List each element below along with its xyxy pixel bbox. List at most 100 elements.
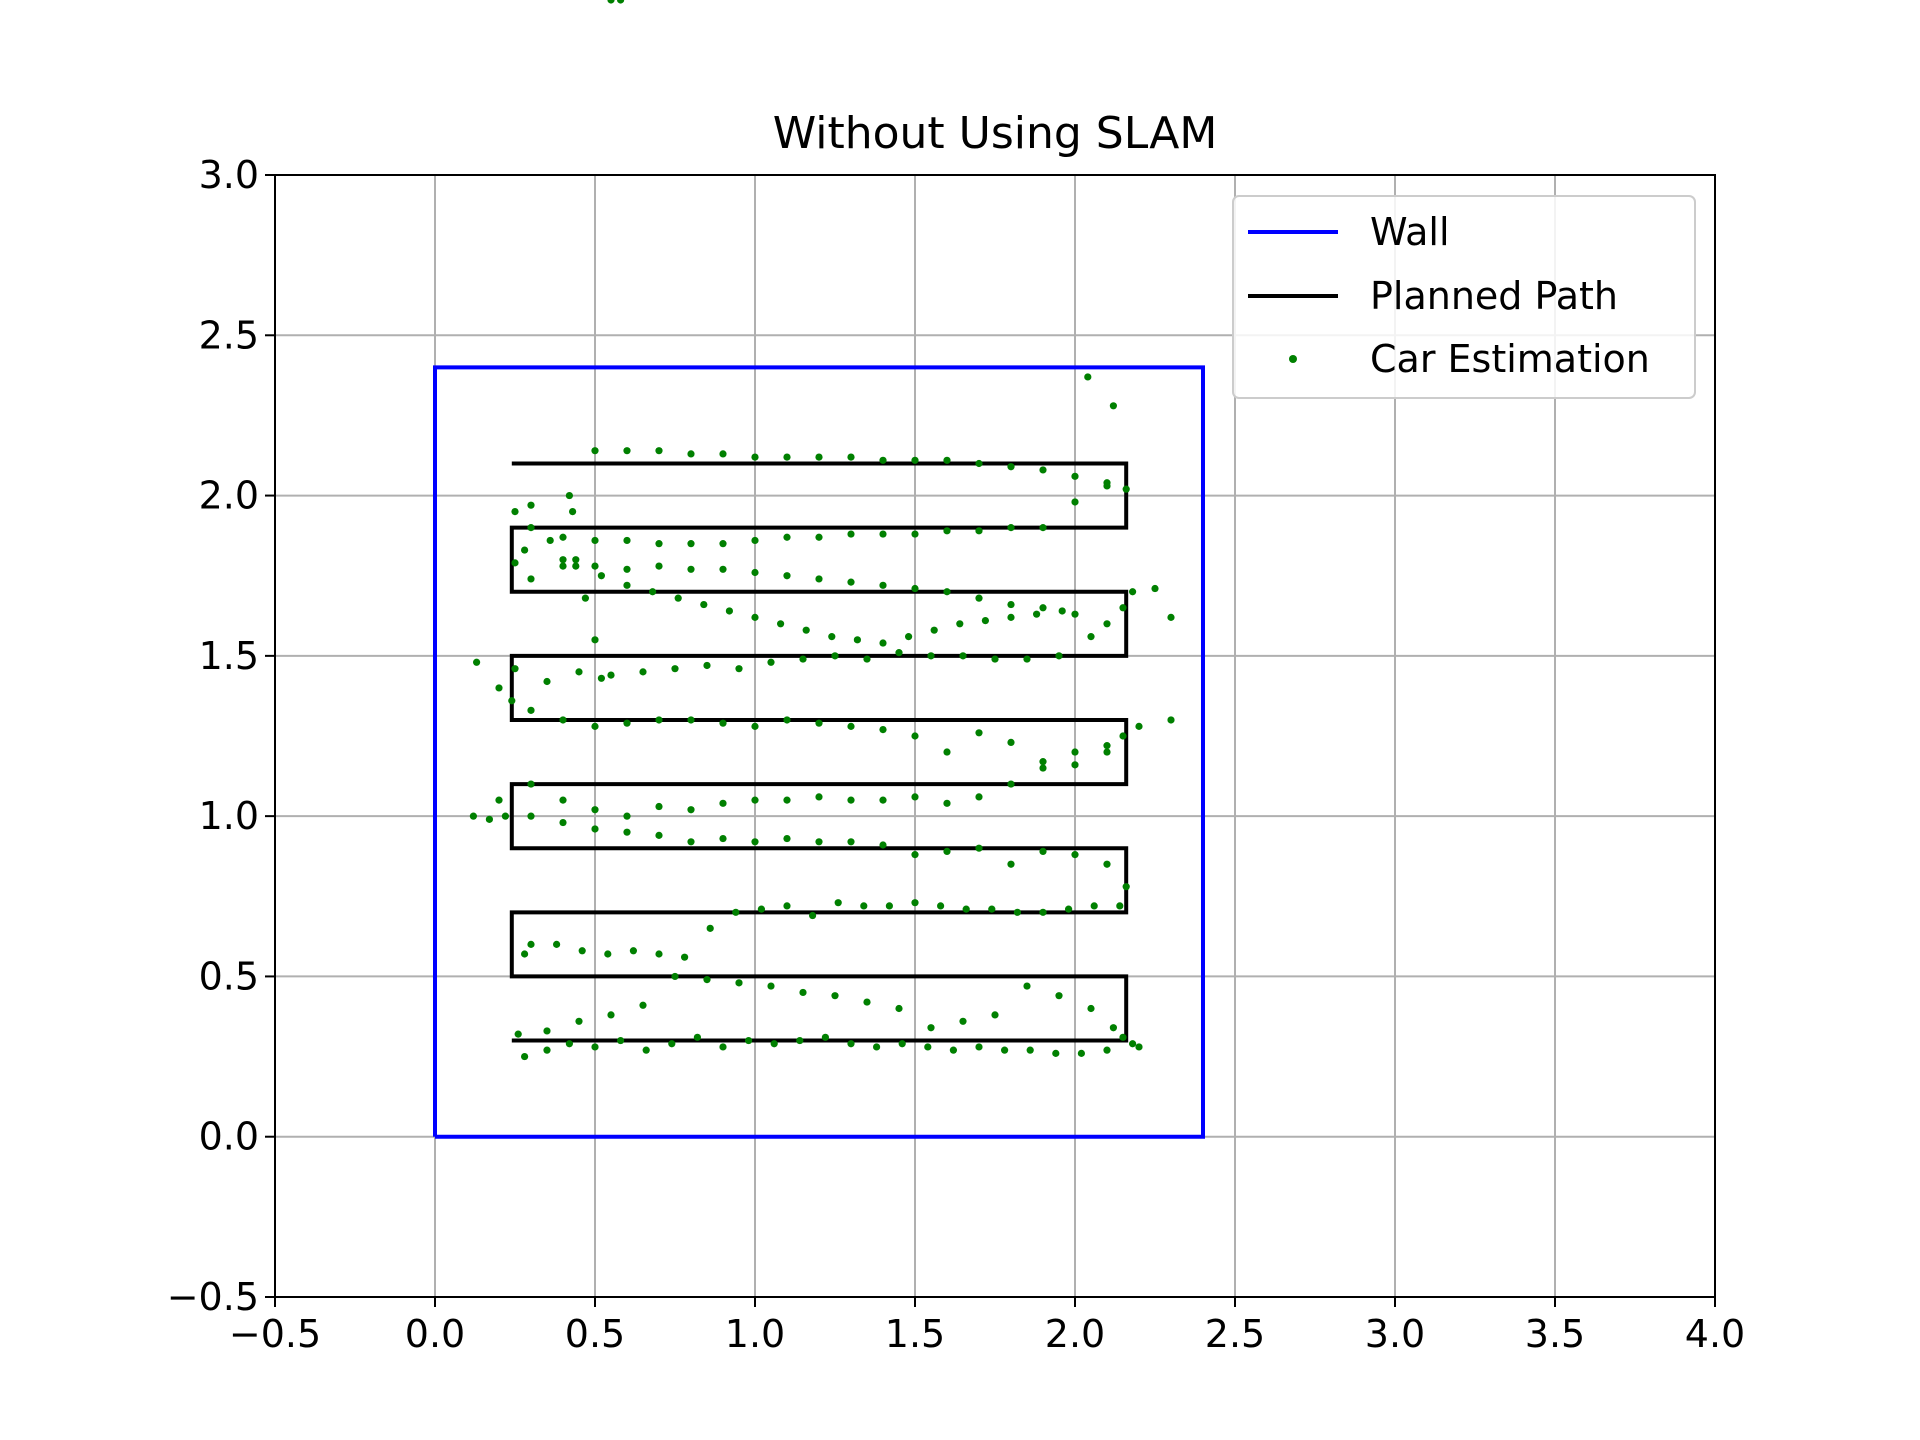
car-estimation-point [879,639,887,647]
plot-area-frame [274,174,1716,1298]
car-estimation-point [905,633,913,641]
car-estimation-point [521,1052,529,1061]
car-estimation-point [543,1046,551,1054]
car-estimation-point [770,1040,778,1048]
car-estimation-point [911,456,919,464]
car-estimation-point [623,447,631,455]
car-estimation-point [1129,588,1137,596]
car-estimation-point [700,600,708,609]
car-estimation-point [597,674,606,682]
car-estimation-point [1007,524,1015,532]
x-tick-label: 3.5 [1525,1312,1585,1356]
car-estimation-point [725,607,734,615]
car-estimation-point [930,626,938,634]
y-tick-label: −0.5 [167,1275,259,1319]
car-estimation-point [591,722,599,730]
car-estimation-point [767,658,775,666]
x-tick-label: 4.0 [1685,1312,1745,1356]
legend-planned-path-label: Planned Path [1370,274,1618,318]
car-estimation-point [898,1040,906,1048]
chart-title: Without Using SLAM [773,108,1218,159]
car-estimation-point [581,594,590,602]
wall-line [433,365,1205,1139]
car-estimation-point [559,796,567,804]
car-estimation-point [809,911,817,920]
car-estimation-point [671,972,679,981]
car-estimation-point [559,556,567,564]
car-estimation-point [895,1004,903,1013]
car-estimation-point [527,524,535,532]
car-estimation-series [469,0,1175,1061]
car-estimation-point [623,536,631,545]
car-estimation-point [847,578,855,586]
y-tick-label: 0.5 [199,954,259,998]
car-estimation-point [703,661,711,670]
car-estimation-point [751,838,759,846]
car-estimation-point [607,0,615,4]
car-estimation-point [815,719,823,727]
car-estimation-point [1023,982,1031,990]
car-estimation-point [847,722,855,730]
car-estimation-point [1071,472,1079,480]
car-estimation-point [572,562,580,570]
car-estimation-point [1007,613,1015,621]
car-estimation-point [655,802,663,811]
car-estimation-point [1052,1049,1060,1057]
car-estimation-point [565,491,574,500]
x-tick-label: 2.5 [1205,1312,1265,1356]
car-estimation-point [783,902,791,910]
car-estimation-point [991,1011,999,1019]
car-estimation-point [988,905,996,913]
legend-box [1232,195,1696,399]
car-estimation-point [796,1036,804,1045]
car-estimation-point [831,652,839,660]
car-estimation-point [777,620,785,628]
car-estimation-point [751,453,759,461]
car-estimation-point [1007,600,1015,609]
x-tick-label: 0.5 [565,1312,625,1356]
car-estimation-point [1103,860,1111,868]
car-estimation-point [617,0,625,4]
y-tick-label: 2.5 [199,313,259,357]
car-estimation-point [527,706,535,714]
car-estimation-point [1039,466,1047,474]
car-estimation-point [607,671,615,679]
car-estimation-point [1039,908,1047,916]
car-estimation-point [799,988,807,997]
car-estimation-point [508,697,516,705]
car-estimation-point [1122,883,1130,891]
car-estimation-point [783,834,791,843]
car-estimation-point [962,905,970,913]
car-estimation-point [847,796,855,804]
car-estimation-point [655,540,663,548]
car-estimation-point [1007,780,1015,788]
car-estimation-point [943,456,951,464]
car-estimation-point [687,540,695,548]
car-estimation-point [1119,604,1127,612]
car-estimation-point [1135,1043,1143,1051]
car-estimation-point [847,530,855,538]
car-estimation-point [623,828,631,836]
car-estimation-point [1013,908,1022,916]
car-estimation-point [853,636,862,644]
car-estimation-point [1119,732,1127,740]
car-estimation-point [575,1017,583,1025]
car-estimation-point [879,796,887,804]
car-estimation-point [527,812,535,820]
car-estimation-point [553,940,561,948]
car-estimation-point [543,677,551,686]
legend-car-estimation-label: Car Estimation [1370,337,1650,381]
car-estimation-point [527,575,535,583]
car-estimation-point [949,1046,958,1054]
car-estimation-point [1001,1046,1009,1054]
car-estimation-point [751,568,759,577]
car-estimation-point [1039,847,1047,856]
car-estimation-point [591,447,599,455]
legend-wall-label: Wall [1370,210,1450,254]
car-estimation-point [1026,1046,1034,1054]
x-tick-label: −0.5 [229,1312,321,1356]
car-estimation-point [937,902,945,910]
car-estimation-point [975,1043,983,1051]
car-estimation-point [591,536,599,545]
